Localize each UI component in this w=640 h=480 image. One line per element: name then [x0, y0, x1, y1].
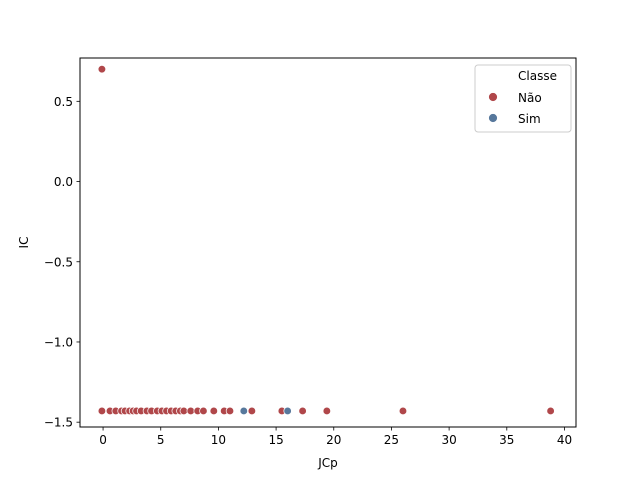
- y-axis-label: IC: [17, 237, 31, 249]
- x-tick-label: 20: [326, 433, 341, 447]
- data-point-nao: [199, 406, 208, 416]
- x-tick-label: 10: [211, 433, 226, 447]
- legend-marker-nao: [488, 92, 498, 102]
- x-tick-label: 25: [384, 433, 399, 447]
- data-point-sim: [239, 406, 248, 416]
- data-point-nao: [186, 406, 195, 416]
- data-points: [97, 65, 555, 416]
- y-tick-label: 0.5: [54, 95, 73, 109]
- y-tick-label: −1.0: [44, 335, 73, 349]
- data-point-nao: [546, 406, 555, 416]
- legend-marker-sim: [488, 113, 498, 123]
- y-tick-label: −0.5: [44, 255, 73, 269]
- legend-label-nao: Não: [518, 91, 542, 105]
- y-tick-label: −1.5: [44, 416, 73, 430]
- data-point-sim: [283, 406, 292, 416]
- x-tick-label: 5: [157, 433, 165, 447]
- data-point-nao: [398, 406, 408, 416]
- data-point-nao: [322, 406, 331, 416]
- data-point-nao: [298, 406, 307, 416]
- data-point-nao: [225, 406, 235, 416]
- legend-box: [474, 64, 572, 133]
- data-point-nao: [97, 65, 107, 74]
- x-tick-label: 40: [557, 433, 572, 447]
- data-point-nao: [209, 406, 218, 416]
- axis-ticks: 0 5 10 15 20 25 30 35 40 −1.5 −1.0 −0.5 0.0 0.5: [44, 95, 572, 447]
- x-tick-label: 35: [499, 433, 514, 447]
- data-point-nao: [97, 406, 107, 416]
- data-point-nao: [179, 406, 188, 416]
- data-point-nao: [247, 406, 257, 416]
- x-tick-label: 15: [268, 433, 283, 447]
- y-tick-label: 0.0: [54, 175, 73, 189]
- x-axis-label: JCp: [317, 456, 338, 470]
- x-tick-label: 0: [99, 433, 107, 447]
- x-tick-label: 30: [441, 433, 456, 447]
- legend: Classe Não Sim: [474, 64, 572, 133]
- legend-title: Classe: [518, 69, 557, 83]
- legend-label-sim: Sim: [518, 112, 541, 126]
